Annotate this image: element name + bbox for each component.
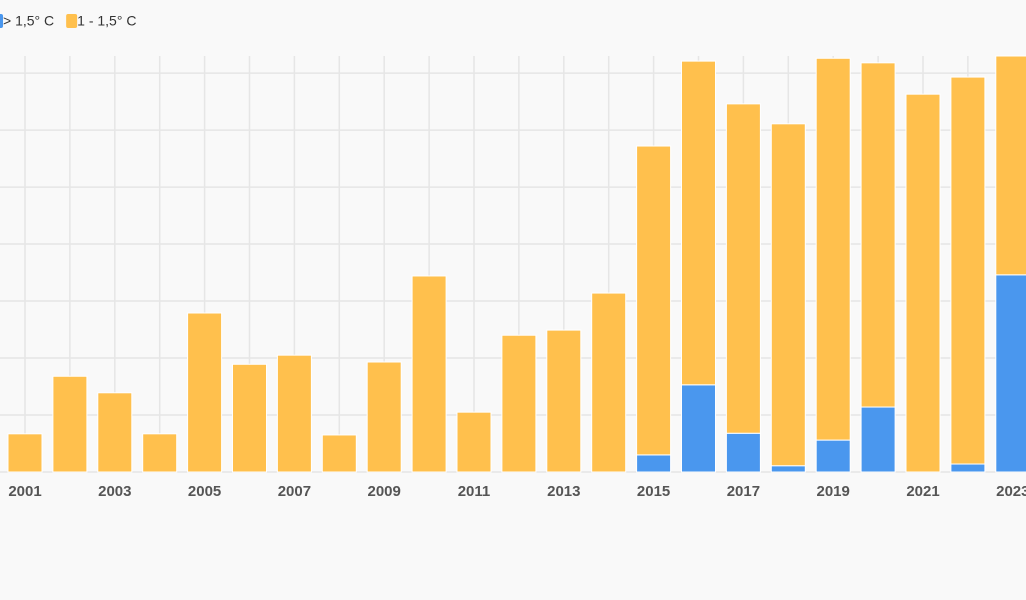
x-tick-label: 2001	[8, 483, 41, 500]
legend-swatch	[66, 14, 78, 28]
legend-label: > 1,5° C	[3, 13, 54, 29]
bar-segment	[770, 123, 806, 467]
x-tick-label: 2011	[458, 483, 491, 500]
bar-segment	[456, 411, 492, 473]
bar-segment	[187, 312, 223, 473]
legend-label: 1 - 1,5° C	[77, 13, 136, 29]
x-tick-label: 2017	[727, 483, 760, 500]
bar-segment	[725, 103, 761, 434]
bar-segment	[276, 354, 312, 473]
bar-segment	[501, 334, 537, 473]
x-tick-label: 2003	[98, 483, 131, 500]
bar-segment	[97, 392, 133, 473]
bar-segment	[681, 384, 716, 473]
bar-segment	[815, 57, 851, 441]
bar-segment	[411, 275, 447, 473]
bar-segment	[636, 145, 672, 456]
bar-segment	[142, 433, 178, 473]
bar-segment	[591, 292, 627, 473]
x-tick-label: 2021	[906, 483, 939, 500]
bar-segment	[860, 62, 896, 408]
bar-segment	[815, 439, 851, 473]
bar-segment	[232, 363, 267, 473]
bar-segment	[860, 406, 896, 473]
bar-segment	[950, 463, 986, 473]
bar-segment	[950, 76, 986, 465]
x-tick-label: 2005	[188, 483, 221, 500]
x-tick-label: 2009	[368, 483, 401, 500]
bar-segment	[546, 329, 582, 473]
bar-segment	[681, 60, 716, 386]
bar-segment	[905, 93, 941, 473]
bar-segment	[366, 361, 402, 473]
bar-segment	[995, 274, 1026, 473]
x-tick-label: 2023	[996, 483, 1026, 500]
bar-segment	[7, 433, 43, 473]
bar-segment	[725, 432, 761, 473]
x-tick-label: 2007	[278, 483, 311, 500]
bar-segment	[321, 434, 357, 473]
x-tick-label: 2019	[817, 483, 850, 500]
bar-segment	[52, 375, 88, 473]
bar-segment	[770, 465, 806, 473]
x-tick-label: 2015	[637, 483, 670, 500]
bar-segment	[995, 55, 1026, 276]
bar-segment	[636, 454, 672, 473]
legend-swatch	[0, 14, 3, 28]
x-tick-label: 2013	[547, 483, 580, 500]
